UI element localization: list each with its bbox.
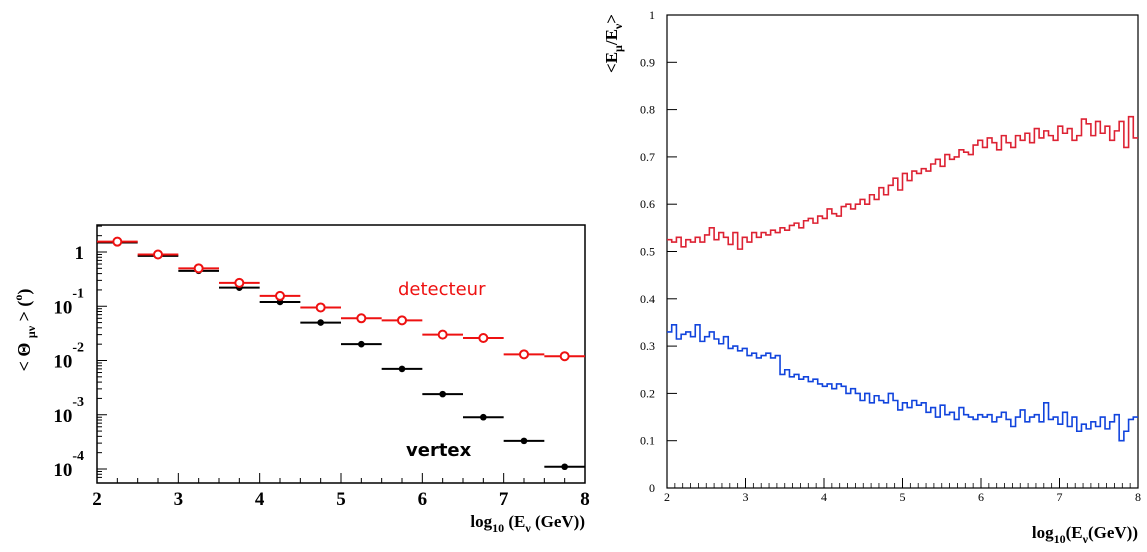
x-tick-label: 5 [336, 489, 346, 510]
y-tick-label: 1 [75, 243, 85, 264]
y-tick-base: 10 [53, 297, 72, 318]
vertex-point [317, 319, 324, 326]
detector-point [193, 263, 204, 274]
x-axis-label-sub: 10 [1054, 532, 1066, 546]
detector-point [356, 313, 367, 324]
vertex-point [398, 365, 406, 373]
vertex-annotation: vertex [406, 440, 472, 461]
x-tick-label: 7 [499, 489, 509, 510]
detector-point [112, 236, 123, 247]
x-axis-label-part: log [1032, 523, 1054, 542]
vertex-point [561, 463, 568, 471]
x-axis-label-sub: ν [524, 521, 531, 535]
y-axis-label-sup: o [11, 295, 25, 301]
detector-annotation: detecteur [398, 279, 486, 300]
x-axis-label-sub: ν [1082, 532, 1089, 546]
y-axis-label: < Θ μν > (o) [11, 289, 38, 372]
detector-point [559, 351, 570, 362]
y-tick-exponent: -4 [72, 449, 84, 464]
detector-point [234, 277, 245, 288]
x-tick-label: 4 [255, 489, 265, 510]
chart-energy-ratio-vs-energy: 2 3 4 5 6 7 8 0 0.1 0.2 0.3 0.4 0.5 0.6 0.7 0.8 0.9 1 log1… [602, 8, 1141, 546]
y-tick-label: 10-1 [53, 286, 84, 318]
y-axis-label-sub: μ [611, 45, 625, 52]
detector-point [397, 315, 407, 326]
x-axis-label-part: (E [1066, 523, 1083, 542]
x-axis-label-part: log [470, 512, 492, 531]
y-axis-label-part: ) [14, 289, 35, 295]
y-tick-base: 10 [53, 460, 72, 481]
x-axis-label-part: (GeV)) [531, 512, 585, 531]
vertex-point [520, 437, 528, 445]
y-axis-label-part: > ( [14, 301, 35, 326]
x-tick-label: 6 [978, 490, 984, 504]
detector-point [153, 249, 163, 260]
x-axis-label-part: (E [504, 512, 525, 531]
y-tick-base: 10 [53, 352, 72, 373]
x-tick-label: 5 [900, 490, 906, 504]
y-tick-label: 0.1 [640, 434, 655, 448]
detector-point [519, 349, 529, 360]
y-axis-label-part: < Θ [14, 338, 34, 371]
x-tick-label: 2 [664, 490, 670, 504]
x-axis-label-sub: 10 [492, 521, 504, 535]
detector-point [478, 332, 489, 343]
vertex-point [358, 340, 365, 348]
upper-histogram [667, 115, 1138, 250]
y-tick-label: 0.5 [640, 245, 655, 259]
x-tick-label: 3 [743, 490, 749, 504]
y-tick-label: 10-3 [53, 395, 84, 427]
x-tick-label: 3 [174, 489, 184, 510]
y-tick-label: 0.8 [640, 103, 655, 117]
y-tick-label: 0.7 [640, 150, 655, 164]
y-tick-label: 10-2 [53, 341, 84, 373]
y-tick-exponent: -2 [72, 341, 84, 356]
y-axis-label-part: /E [602, 29, 621, 46]
y-tick-label: 1 [649, 8, 655, 22]
x-tick-label: 8 [1135, 490, 1141, 504]
x-axis-label-part: (GeV)) [1088, 523, 1138, 542]
y-tick-exponent: -1 [72, 286, 84, 301]
lower-histogram [667, 324, 1138, 442]
y-tick-label: 0.9 [640, 55, 655, 69]
x-axis-label: log10 (Eν (GeV)) [470, 512, 585, 535]
detector-point [437, 329, 448, 340]
y-axis-label-part: > [602, 14, 621, 24]
y-tick-label: 0.4 [640, 292, 655, 306]
x-tick-label: 4 [821, 490, 827, 504]
y-tick-label: 0.6 [640, 197, 655, 211]
detector-point [315, 302, 326, 313]
vertex-point [439, 390, 446, 398]
detector-point [275, 290, 285, 301]
vertex-point [480, 413, 487, 421]
y-tick-base: 10 [53, 406, 72, 427]
x-tick-label: 2 [92, 489, 102, 510]
y-tick-label: 0.3 [640, 339, 655, 353]
x-tick-label: 7 [1057, 490, 1063, 504]
y-axis-label-part: <E [602, 52, 621, 73]
y-tick-exponent: -3 [72, 395, 84, 410]
y-tick-label: 0.2 [640, 386, 655, 400]
y-axis-label-sub: μν [24, 325, 38, 338]
x-axis-label: log10(Eν(GeV)) [1032, 523, 1138, 546]
x-tick-label: 8 [580, 489, 590, 510]
y-tick-base: 1 [75, 243, 85, 264]
y-tick-label: 10-4 [53, 449, 84, 481]
y-axis-label-sub: ν [611, 23, 625, 30]
y-tick-label: 0 [649, 481, 655, 495]
x-tick-label: 6 [418, 489, 428, 510]
y-axis-label: <Eμ/Eν> [602, 14, 625, 73]
